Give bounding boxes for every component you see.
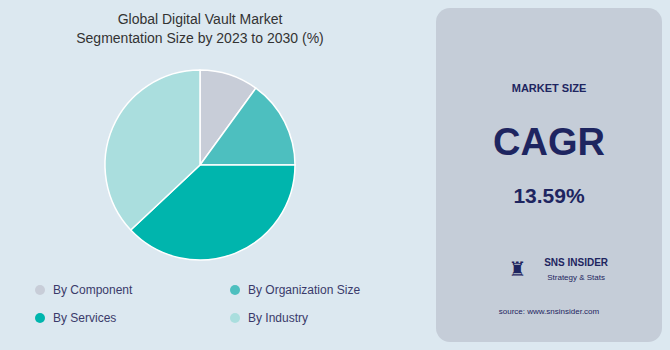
- pie-slice: [105, 70, 200, 230]
- title-line: Global Digital Vault Market: [118, 11, 283, 27]
- annotation: ♜: [508, 258, 526, 280]
- legend-label: By Services: [53, 311, 116, 325]
- side-panel: [436, 8, 662, 342]
- legend-swatch: [35, 313, 45, 323]
- legend-label: By Component: [53, 283, 133, 297]
- annotation: 13.59%: [513, 184, 585, 207]
- pie: [105, 70, 295, 260]
- legend: By Component By Organization Size By Servi…: [35, 283, 360, 325]
- title: Global Digital Vault Market Segmentation …: [76, 11, 324, 46]
- chart: Global Digital Vault Market Segmentation …: [0, 0, 670, 350]
- legend-swatch: [230, 285, 240, 295]
- annotation: MARKET SIZE: [512, 82, 587, 94]
- annotation: source: www.snsinsider.com: [499, 307, 600, 316]
- legend-swatch: [230, 313, 240, 323]
- background: [0, 0, 670, 350]
- legend-label: By Organization Size: [248, 283, 360, 297]
- annotation: SNS INSIDER: [544, 257, 609, 268]
- legend-swatch: [35, 285, 45, 295]
- annotation: CAGR: [493, 121, 605, 163]
- pie-slice: [200, 88, 295, 165]
- legend-label: By Industry: [248, 311, 308, 325]
- annotation: Strategy & Stats: [547, 273, 605, 282]
- title-line: Segmentation Size by 2023 to 2030 (%): [76, 30, 324, 46]
- annotations: MARKET SIZE CAGR 13.59% ♜ SNS INSIDER Strateg…: [493, 82, 609, 316]
